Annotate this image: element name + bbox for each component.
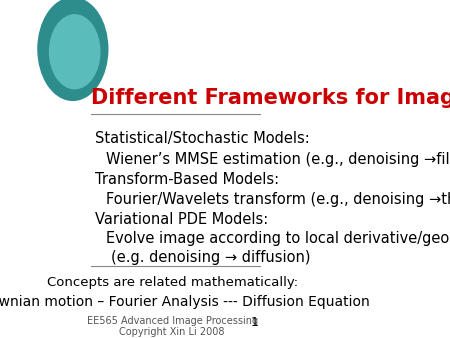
Text: Transform-Based Models:: Transform-Based Models: [95, 172, 279, 187]
Circle shape [38, 0, 108, 100]
Text: Concepts are related mathematically:: Concepts are related mathematically: [46, 276, 297, 289]
Text: Wiener’s MMSE estimation (e.g., denoising →filtering): Wiener’s MMSE estimation (e.g., denoisin… [106, 152, 450, 167]
Text: Brownian motion – Fourier Analysis --- Diffusion Equation: Brownian motion – Fourier Analysis --- D… [0, 295, 369, 309]
Text: EE565 Advanced Image Processing
Copyright Xin Li 2008: EE565 Advanced Image Processing Copyrigh… [86, 316, 258, 337]
Text: 1: 1 [251, 316, 258, 329]
Circle shape [50, 15, 100, 89]
Text: Fourier/Wavelets transform (e.g., denoising →thresholding): Fourier/Wavelets transform (e.g., denois… [106, 192, 450, 207]
Text: Different Frameworks for Image Processing: Different Frameworks for Image Processin… [91, 88, 450, 108]
Text: (e.g. denoising → diffusion): (e.g. denoising → diffusion) [112, 250, 311, 265]
Text: Variational PDE Models:: Variational PDE Models: [95, 213, 268, 227]
Text: Statistical/Stochastic Models:: Statistical/Stochastic Models: [95, 131, 310, 146]
Text: Evolve image according to local derivative/geometric  info,: Evolve image according to local derivati… [106, 231, 450, 246]
